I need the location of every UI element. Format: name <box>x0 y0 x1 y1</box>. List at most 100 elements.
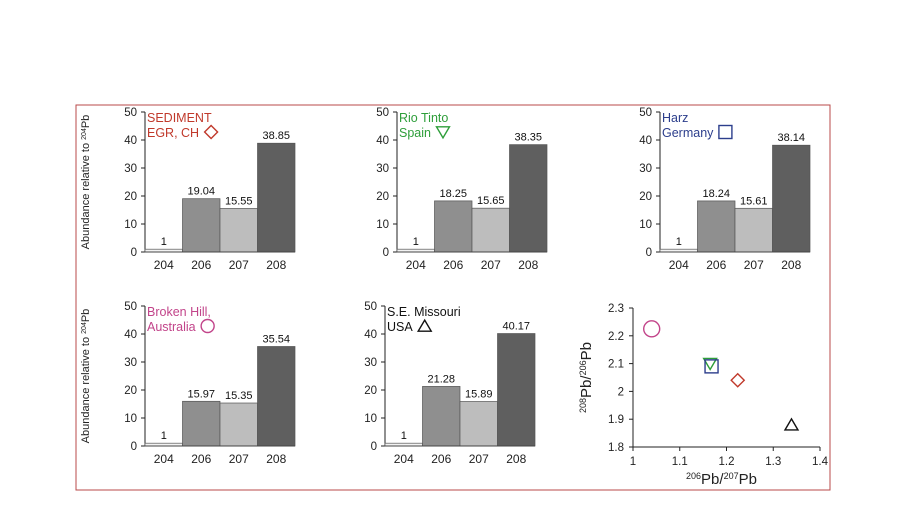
y-axis-label: Abundance relative to 204Pb <box>80 309 92 444</box>
panel-title-line-1: Harz <box>662 111 688 125</box>
bar-value-label: 1 <box>161 236 167 248</box>
x-tick-label: 204 <box>406 258 426 272</box>
y-tick-label: 50 <box>639 107 652 119</box>
bar-value-label: 15.35 <box>225 390 253 402</box>
y-tick-label: 0 <box>383 247 389 259</box>
bar-208 <box>497 333 536 447</box>
scatter-point-diamond <box>730 372 746 388</box>
x-tick-label: 207 <box>229 258 249 272</box>
bar-chart-panel-3: 0 10 20 30 40 50 1 204 18.24 206 15.61 207 38.14 208 H… <box>639 107 811 272</box>
x-tick-label: 204 <box>669 258 689 272</box>
bar-value-label: 15.97 <box>187 388 215 400</box>
x-tick-label: 1.1 <box>672 456 688 468</box>
y-tick-label: 40 <box>124 135 137 147</box>
bar-value-label: 38.85 <box>262 130 290 142</box>
y-tick-label: 30 <box>124 163 137 175</box>
label-text: / <box>578 375 595 380</box>
bar-value-label: 21.28 <box>427 373 455 385</box>
x-tick-label: 1.3 <box>765 456 781 468</box>
y-tick-label: 40 <box>639 135 652 147</box>
element-symbol: Pb <box>701 471 719 488</box>
y-tick-label: 2.3 <box>608 303 624 315</box>
diamond-marker-icon <box>203 124 219 140</box>
y-tick-label: 10 <box>364 413 377 425</box>
y-tick-label: 10 <box>376 219 389 231</box>
bar-206 <box>697 200 736 253</box>
bar-value-label: 19.04 <box>187 186 215 198</box>
bar-value-label: 40.17 <box>502 321 530 333</box>
x-tick-label: 208 <box>266 258 286 272</box>
x-tick-label: 204 <box>154 452 174 466</box>
x-tick-label: 206 <box>431 452 451 466</box>
x-tick-label: 1.4 <box>812 456 829 468</box>
element-symbol: Pb <box>739 471 757 488</box>
bar-value-label: 15.55 <box>225 195 253 207</box>
y-tick-label: 0 <box>131 247 137 259</box>
x-tick-label: 1.2 <box>719 456 735 468</box>
bar-chart-panel-4: 0 10 20 30 40 50 1 204 15.97 206 15.35 207 35.54 208 B… <box>80 301 296 466</box>
bar-208 <box>509 144 548 253</box>
y-tick-label: 10 <box>639 219 652 231</box>
bar-value-label: 1 <box>676 236 682 248</box>
isotope-mass: 206 <box>578 360 588 375</box>
bar-207 <box>459 401 498 447</box>
x-tick-label: 1 <box>630 456 636 468</box>
y-tick-label: 30 <box>124 357 137 369</box>
triangle-down-marker-icon <box>435 126 451 140</box>
y-tick-label: 30 <box>364 357 377 369</box>
y-tick-label: 40 <box>364 329 377 341</box>
bar-value-label: 35.54 <box>262 333 290 345</box>
x-tick-label: 208 <box>518 258 538 272</box>
x-tick-label: 207 <box>229 452 249 466</box>
x-tick-label: 204 <box>394 452 414 466</box>
bar-207 <box>219 208 258 253</box>
y-tick-label: 0 <box>131 441 137 453</box>
x-tick-label: 206 <box>191 258 211 272</box>
bar-208 <box>257 142 296 253</box>
y-tick-label: 1.9 <box>608 414 624 426</box>
label-text: Abundance relative to <box>80 140 92 249</box>
triangle-up-marker-icon <box>416 318 433 332</box>
x-tick-label: 207 <box>469 452 489 466</box>
isotope-mass: 207 <box>724 471 739 481</box>
y-tick-label: 40 <box>124 329 137 341</box>
scatter-point-circle <box>643 320 661 338</box>
y-tick-label: 2 <box>618 386 624 398</box>
bar-207 <box>471 207 510 253</box>
x-tick-label: 207 <box>744 258 764 272</box>
y-tick-label: 20 <box>376 191 389 203</box>
x-tick-label: 208 <box>506 452 526 466</box>
bar-chart-panel-2: 0 10 20 30 40 50 1 204 18.25 206 15.65 207 38.35 208 R… <box>376 107 548 272</box>
figure-frame <box>75 104 831 491</box>
y-axis-title: 208Pb/206Pb <box>578 342 595 413</box>
bar-208 <box>772 144 811 253</box>
x-tick-label: 204 <box>154 258 174 272</box>
panel-title-line-2: Germany <box>662 126 714 140</box>
y-tick-label: 10 <box>124 413 137 425</box>
panel-title-line-1: SEDIMENT <box>147 111 212 125</box>
y-tick-label: 50 <box>124 301 137 313</box>
y-tick-label: 20 <box>364 385 377 397</box>
y-tick-label: 20 <box>124 191 137 203</box>
x-tick-label: 206 <box>191 452 211 466</box>
scatter-chart-panel: 1 1.1 1.2 1.3 1.41.81.922.12.22.3206Pb/207Pb… <box>578 303 829 488</box>
y-tick-label: 10 <box>124 219 137 231</box>
y-tick-label: 20 <box>639 191 652 203</box>
label-text: Abundance relative to <box>80 334 92 443</box>
x-tick-label: 206 <box>706 258 726 272</box>
bar-206 <box>182 198 221 253</box>
bar-207 <box>734 207 773 253</box>
isotope-mass: 206 <box>686 471 701 481</box>
scatter-point-triangle-down <box>702 357 718 371</box>
isotope-mass: 208 <box>578 398 588 413</box>
panel-title-line-2: EGR, CH <box>147 126 199 140</box>
x-tick-label: 207 <box>481 258 501 272</box>
y-tick-label: 40 <box>376 135 389 147</box>
bar-value-label: 1 <box>401 430 407 442</box>
element-symbol: Pb <box>578 342 595 360</box>
bar-value-label: 1 <box>413 236 419 248</box>
bar-value-label: 18.25 <box>439 188 467 200</box>
scatter-point-square <box>704 359 719 374</box>
bar-value-label: 38.35 <box>514 132 542 144</box>
